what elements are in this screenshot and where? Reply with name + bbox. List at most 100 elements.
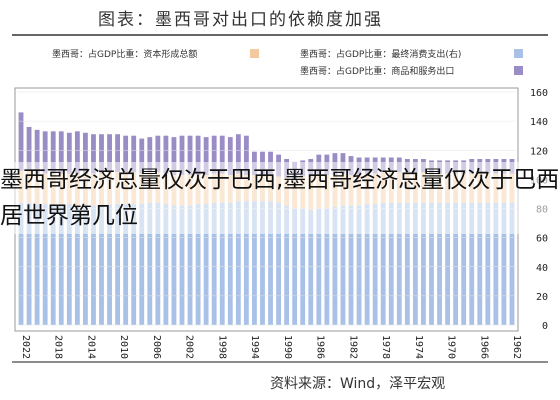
y-tick-label: 0 — [542, 321, 548, 332]
x-tick-label: 1974 — [413, 335, 424, 359]
bar-segment-consumption — [115, 204, 121, 325]
bar-segment-exports — [58, 131, 64, 174]
bar-segment-consumption — [74, 205, 80, 325]
bar-segment-consumption — [107, 204, 112, 325]
bar-segment-consumption — [388, 202, 394, 325]
bar-segment-exports — [187, 135, 193, 176]
bar-segment-exports — [74, 131, 80, 174]
x-tick-label: 1978 — [380, 335, 391, 359]
bar-segment-consumption — [252, 201, 257, 325]
bar-segment-consumption — [195, 204, 201, 325]
bar-segment-consumption — [477, 202, 483, 325]
y-tick-label: 160 — [530, 88, 548, 99]
bar-segment-consumption — [42, 204, 48, 325]
bar-segment-exports — [163, 135, 169, 174]
bar-segment-exports — [123, 135, 129, 173]
bar-segment-consumption — [348, 205, 354, 325]
bar-segment-consumption — [123, 204, 129, 325]
bar-segment-consumption — [211, 202, 217, 325]
bar-segment-exports — [107, 134, 112, 173]
bar-segment-consumption — [235, 201, 241, 325]
bar-segment-consumption — [461, 202, 467, 325]
bar-segment-consumption — [429, 202, 434, 325]
bar-segment-consumption — [243, 201, 249, 325]
bar-segment-consumption — [453, 202, 459, 325]
bar-segment-consumption — [276, 202, 281, 325]
y-tick-label: 120 — [530, 146, 548, 157]
x-tick-label: 1982 — [347, 335, 358, 359]
bar-segment-consumption — [501, 202, 507, 325]
bar-segment-consumption — [34, 204, 40, 325]
bar-segment-exports — [66, 132, 72, 174]
bar-segment-exports — [115, 134, 121, 173]
bar-segment-exports — [155, 135, 161, 173]
bar-segment-exports — [83, 132, 88, 174]
overlay-caption: 墨西哥经济总量仅次于巴西,墨西哥经济总量仅次于巴西居世界第几位 — [0, 162, 560, 234]
bar-segment-consumption — [187, 205, 193, 325]
bar-segment-exports — [42, 131, 48, 174]
x-axis: 2022 2018 2014 2010 2006 2002 1998 1994 1990 1986… — [20, 335, 522, 359]
bar-segment-consumption — [332, 207, 338, 325]
bar-segment-consumption — [308, 209, 314, 325]
bar-segment-consumption — [260, 201, 265, 325]
y-tick-label: 40 — [536, 263, 548, 274]
x-tick-label: 1962 — [511, 335, 522, 359]
x-tick-label: 1998 — [216, 335, 227, 359]
bar-segment-consumption — [268, 201, 273, 325]
x-tick-label: 1990 — [282, 335, 293, 359]
bar-segment-consumption — [227, 202, 233, 325]
x-tick-label: 2014 — [85, 335, 96, 359]
bar-segment-exports — [50, 131, 56, 174]
bar-segment-consumption — [380, 202, 386, 325]
bar-segment-exports — [203, 137, 209, 175]
bar-segment-consumption — [18, 202, 24, 325]
x-tick-label: 2002 — [184, 335, 195, 359]
bar-segment-consumption — [203, 204, 209, 325]
bar-segment-consumption — [372, 204, 378, 325]
bar-segment-consumption — [445, 202, 450, 325]
bar-segment-consumption — [284, 205, 290, 325]
bar-segment-consumption — [356, 205, 362, 325]
bar-segment-consumption — [364, 204, 370, 325]
bar-segment-consumption — [219, 202, 225, 325]
bar-segment-consumption — [485, 202, 491, 325]
bar-segment-exports — [227, 137, 233, 175]
x-tick-label: 2018 — [53, 335, 64, 359]
x-tick-label: 1966 — [478, 335, 489, 359]
bar-segment-consumption — [139, 204, 145, 325]
x-tick-label: 1986 — [315, 335, 326, 359]
bar-segment-exports — [26, 126, 32, 171]
bar-segment-exports — [179, 135, 185, 176]
bar-segment-exports — [171, 137, 177, 175]
x-tick-label: 1970 — [446, 335, 457, 359]
y-tick-label: 20 — [536, 292, 548, 303]
bar-segment-exports — [131, 135, 137, 173]
bar-segment-consumption — [50, 204, 56, 325]
bar-segment-exports — [139, 138, 145, 174]
bar-segment-consumption — [493, 202, 499, 325]
legend-swatch-consumption — [514, 49, 523, 58]
bar-segment-exports — [34, 129, 40, 174]
legend-swatch-exports — [514, 66, 523, 75]
x-tick-label: 2022 — [20, 335, 31, 359]
bar-segment-consumption — [396, 202, 402, 325]
x-tick-label: 1994 — [249, 335, 260, 359]
legend-label-consumption: 墨西哥：占GDP比重：最终消费支出(右) — [300, 48, 461, 60]
bar-segment-exports — [211, 135, 217, 174]
bar-segment-exports — [235, 134, 241, 174]
bar-segment-consumption — [340, 205, 346, 325]
chart-title: 图表：墨西哥对出口的依赖度加强 — [98, 10, 383, 30]
bar-segment-consumption — [404, 202, 410, 325]
bar-segment-consumption — [155, 202, 161, 325]
bar-segment-consumption — [171, 205, 177, 325]
bar-segment-consumption — [147, 202, 153, 325]
bar-segment-consumption — [58, 204, 64, 325]
legend-swatch-capital — [250, 49, 259, 58]
legend: 墨西哥：占GDP比重：资本形成总额 墨西哥：占GDP比重：最终消费支出(右) 墨… — [52, 48, 523, 77]
bar-segment-consumption — [99, 205, 104, 325]
bar-segment-exports — [243, 135, 249, 176]
bar-segment-consumption — [509, 202, 515, 325]
x-tick-label: 2006 — [151, 335, 162, 359]
y-tick-label: 140 — [530, 117, 548, 128]
legend-label-exports: 墨西哥：占GDP比重：商品和服务出口 — [300, 65, 454, 77]
